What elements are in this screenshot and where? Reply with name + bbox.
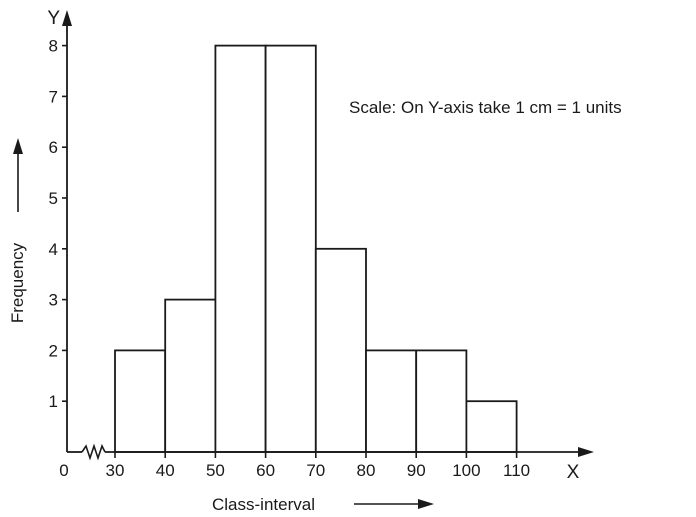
y-label-arrow xyxy=(13,138,23,212)
y-tick-label: 4 xyxy=(49,240,58,259)
x-tick-label: 80 xyxy=(357,461,376,480)
histogram-bar-50-60 xyxy=(214,44,267,453)
x-tick-label: 50 xyxy=(206,461,225,480)
histogram-bar-80-90 xyxy=(365,349,418,453)
x-tick-label: 60 xyxy=(256,461,275,480)
y-tick-label: 3 xyxy=(49,291,58,310)
x-tick-label: 90 xyxy=(407,461,426,480)
bars-group xyxy=(114,44,518,453)
y-tick-label: 5 xyxy=(49,189,58,208)
y-tick-label: 1 xyxy=(49,392,58,411)
y-axis-letter: Y xyxy=(47,8,60,29)
axes-group xyxy=(62,10,594,461)
y-tick-label: 7 xyxy=(49,87,58,106)
x-tick-label: 40 xyxy=(156,461,175,480)
x-tick-label: 0 xyxy=(59,461,68,480)
x-tick-label: 100 xyxy=(452,461,480,480)
x-axis-break xyxy=(81,443,106,461)
x-axis-arrowhead xyxy=(578,447,594,457)
histogram-bar-100-110 xyxy=(465,400,518,453)
histogram-bar-40-50 xyxy=(164,298,217,453)
histogram-bar-30-40 xyxy=(114,349,167,453)
histogram-bar-90-100 xyxy=(415,349,468,453)
histogram-bar-60-70 xyxy=(264,44,317,453)
x-tick-label: 70 xyxy=(306,461,325,480)
y-axis-arrowhead xyxy=(62,10,72,26)
histogram-bar-70-80 xyxy=(314,247,367,453)
y-axis-label: Frequency xyxy=(8,242,27,323)
x-label-arrow xyxy=(354,499,434,509)
x-tick-label: 110 xyxy=(503,461,530,480)
y-tick-label: 6 xyxy=(49,138,58,157)
x-axis-label: Class-interval xyxy=(212,495,315,514)
y-tick-label: 2 xyxy=(49,341,58,360)
scale-annotation: Scale: On Y-axis take 1 cm = 1 units xyxy=(349,98,622,117)
x-tick-label: 30 xyxy=(106,461,125,480)
x-axis-letter: X xyxy=(567,462,580,483)
y-tick-label: 8 xyxy=(49,37,58,56)
